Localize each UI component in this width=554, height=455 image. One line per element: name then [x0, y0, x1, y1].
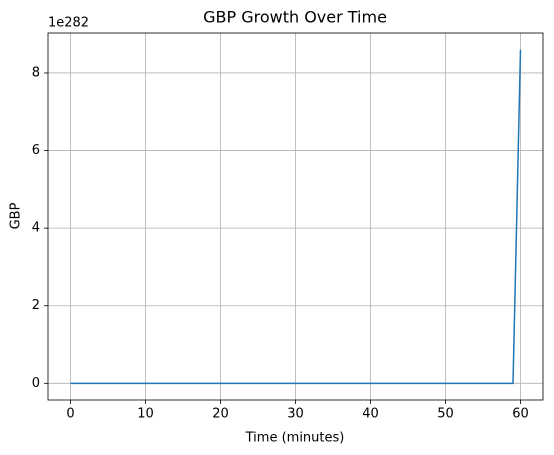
x-tick-label: 30	[287, 407, 304, 422]
axes-frame	[47, 32, 544, 401]
y-tick-label: 0	[32, 376, 40, 391]
data-line	[70, 49, 522, 385]
x-tick-label: 10	[137, 407, 154, 422]
x-tick-label: 60	[512, 407, 529, 422]
x-tick-label: 50	[437, 407, 454, 422]
chart-title: GBP Growth Over Time	[203, 8, 387, 27]
y-tick-label: 8	[32, 65, 40, 80]
x-tick-label: 0	[66, 407, 74, 422]
y-axis-label: GBP	[9, 202, 24, 229]
x-axis-label: Time (minutes)	[245, 431, 345, 446]
y-tick-label: 2	[32, 298, 40, 313]
x-tick-label: 20	[212, 407, 229, 422]
y-offset-label: 1e282	[48, 16, 89, 31]
x-tick-label: 40	[362, 407, 379, 422]
y-tick-label: 4	[32, 221, 40, 236]
y-tick-label: 6	[32, 143, 40, 158]
